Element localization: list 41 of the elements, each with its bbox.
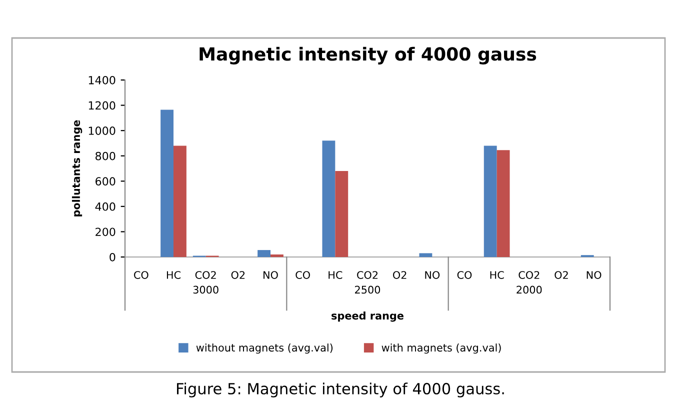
bar (484, 146, 497, 257)
text: 2000 (516, 286, 542, 294)
x-tick-label: O2 (554, 271, 568, 279)
bar (160, 110, 174, 257)
x-tick-label: CO (296, 271, 310, 279)
y-tick-label: 200 (96, 228, 116, 236)
x-tick-label: NO (586, 271, 602, 279)
bar (322, 140, 336, 257)
y-tick-label: 600 (96, 177, 116, 186)
x-axis-title: speed range (332, 312, 404, 322)
y-tick-label: 1200 (88, 101, 116, 110)
x-tick-label: NO (264, 271, 278, 279)
y-tick-label: 0 (110, 252, 116, 262)
x-tick-label: HC (490, 271, 504, 279)
bar (335, 171, 348, 257)
y-tick-label: 1400 (88, 76, 116, 84)
bar (496, 150, 510, 257)
bar (270, 254, 284, 257)
legend-label: without magnets (avg.val) (196, 344, 333, 354)
x-tick-label: CO2 (195, 271, 216, 279)
x-tick-label: HC (328, 271, 342, 279)
x-tick-label: CO2 (357, 271, 378, 279)
y-axis-title: pollutants range (72, 120, 82, 216)
x-tick-label: CO (457, 271, 472, 279)
caption: Figure 5: Magnetic intensity of 4000 gauss. (177, 382, 504, 398)
legend-label: with magnets (avg.val) (382, 344, 501, 354)
bar (419, 253, 432, 257)
x-tick-label: CO (134, 271, 148, 279)
bar (258, 250, 270, 257)
x-tick-label: HC (166, 271, 180, 279)
x-tick-label: O2 (231, 271, 245, 279)
bar (174, 146, 186, 257)
x-tick-label: NO (425, 271, 440, 279)
x-tick-label: O2 (393, 271, 406, 279)
y-tick-label: 1000 (88, 126, 116, 135)
text: 2500 (355, 286, 380, 294)
y-tick-label: 800 (96, 152, 116, 160)
y-tick-label: 400 (95, 202, 116, 211)
chart-title: Magnetic intensity of 4000 gauss (200, 46, 536, 64)
text: 3000 (193, 286, 218, 294)
x-tick-label: CO2 (518, 271, 540, 279)
